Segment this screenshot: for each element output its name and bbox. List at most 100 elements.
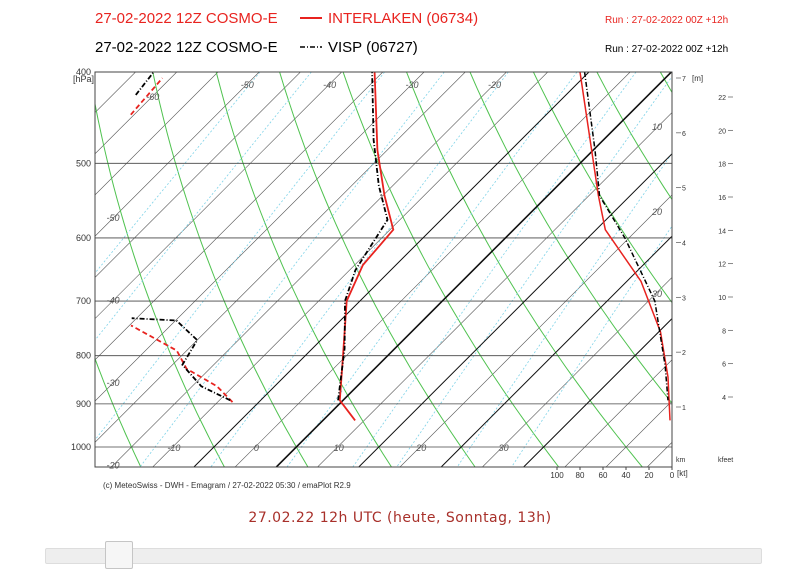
isotherm-label: -30 — [106, 378, 119, 388]
isotherm — [0, 72, 12, 467]
isotherm — [440, 235, 672, 467]
isotherm-label: -30 — [406, 80, 419, 90]
isotherm-label: -60 — [146, 92, 159, 102]
isotherm — [95, 72, 177, 155]
dry-adiabat — [215, 72, 392, 467]
temperature-line — [338, 72, 395, 421]
isotherm — [95, 72, 136, 113]
dry-adiabat — [406, 72, 643, 467]
footer: (c) MeteoSwiss - DWH - Emagram / 27-02-2… — [103, 481, 351, 490]
mixing-ratio-line — [396, 75, 672, 467]
isotherm — [95, 72, 425, 402]
dewpoint-line — [131, 72, 231, 402]
y-tick-label: 600 — [76, 233, 91, 243]
isotherm — [399, 194, 672, 467]
x-tick-label: 30 — [499, 443, 509, 453]
height-tick-label: 1 — [682, 405, 686, 412]
height-tick-label: 2 — [682, 350, 686, 357]
isotherm — [730, 72, 800, 467]
height-tick-label: 18 — [718, 162, 726, 169]
adiabat-label: 30 — [652, 289, 662, 299]
wind-tick-label: 100 — [550, 471, 564, 480]
y-tick-label: 900 — [76, 399, 91, 409]
slider-handle[interactable] — [105, 541, 133, 569]
y-tick-label: 800 — [76, 351, 91, 361]
isotherm-grid-line — [193, 72, 590, 467]
isotherm-grid-line — [440, 235, 672, 467]
height-axis-label: [m] — [692, 74, 703, 83]
wind-speed-line — [583, 72, 669, 401]
isotherm — [95, 72, 260, 237]
height-tick-label: 7 — [682, 76, 686, 83]
run-label: Run : 27-02-2022 00Z +12h — [605, 15, 728, 26]
dry-adiabat — [469, 72, 672, 404]
caption: 27.02.22 12h UTC (heute, Sonntag, 13h) — [248, 510, 552, 526]
x-tick-label: 10 — [334, 443, 344, 453]
isotherm-label: -50 — [241, 80, 254, 90]
wind-tick-label: 40 — [622, 471, 631, 480]
x-tick-label: -10 — [167, 443, 180, 453]
y-tick-label: 1000 — [71, 442, 91, 452]
height-tick-label: 5 — [682, 186, 686, 193]
mixing-ratio-line — [456, 152, 672, 467]
isotherm-label: -20 — [106, 460, 119, 470]
mixing-ratio-line — [511, 225, 672, 467]
mixing-ratio-line — [352, 72, 637, 467]
x-tick-label: 0 — [254, 443, 259, 453]
dry-adiabat — [787, 72, 800, 467]
dry-adiabat — [95, 101, 225, 467]
x-tick-label: 20 — [415, 443, 426, 453]
height-tick-label: 4 — [722, 395, 726, 402]
height-tick-label: 12 — [718, 262, 726, 269]
plot-frame — [94, 71, 673, 468]
isotherm-grid-line — [358, 153, 672, 467]
y-tick-label: 400 — [76, 67, 91, 77]
isotherm — [688, 72, 800, 467]
dry-adiabat — [95, 357, 142, 467]
chart: 27-02-2022 12Z COSMO-E INTERLAKEN (06734… — [0, 10, 800, 490]
height-tick-label: 14 — [718, 228, 726, 235]
run-label: Run : 27-02-2022 00Z +12h — [605, 44, 728, 55]
time-slider[interactable] — [45, 548, 762, 564]
isotherm — [234, 72, 631, 467]
height-tick-label: 4 — [682, 241, 686, 248]
wind-axis-label: [kt] — [677, 469, 688, 478]
height-tick-label: 3 — [682, 295, 686, 302]
temperature-line — [337, 72, 389, 401]
mixing-ratio-line — [95, 72, 385, 441]
height-tick-label: 20 — [718, 128, 726, 135]
isotherm — [95, 72, 466, 443]
isotherm — [0, 72, 53, 467]
isotherm — [482, 276, 672, 467]
dry-adiabat — [532, 72, 672, 304]
isotherm-label: -50 — [106, 213, 119, 223]
adiabat-label: 20 — [651, 207, 662, 217]
height-tick-label: 10 — [718, 295, 726, 302]
y-axis-label: [hPa] — [73, 74, 94, 84]
isotherm-label: -20 — [488, 80, 501, 90]
model-label: 27-02-2022 12Z COSMO-E — [95, 39, 278, 56]
dewpoint-line — [130, 77, 234, 403]
isotherm — [95, 72, 342, 320]
isotherm-label: -40 — [106, 296, 119, 306]
height-tick-label: 6 — [682, 131, 686, 138]
kfeet-label: kfeet — [718, 457, 733, 464]
dry-adiabat — [342, 72, 560, 467]
isotherm — [111, 72, 507, 467]
height-tick-label: 22 — [718, 95, 726, 102]
y-tick-label: 700 — [76, 296, 91, 306]
isotherm-label: -40 — [323, 80, 336, 90]
plot-area — [0, 72, 800, 467]
height-unit: km — [676, 457, 686, 464]
isotherm-grid-line — [275, 72, 672, 467]
wind-tick-label: 60 — [599, 471, 608, 480]
isotherm — [564, 359, 672, 467]
dry-adiabat — [279, 72, 476, 467]
wind-speed-line — [579, 72, 671, 421]
isotherm-grid-line — [523, 317, 672, 467]
mixing-ratio-line — [286, 72, 578, 467]
height-tick-label: 16 — [718, 195, 726, 202]
isotherm — [605, 400, 672, 467]
y-tick-label: 500 — [76, 158, 91, 168]
